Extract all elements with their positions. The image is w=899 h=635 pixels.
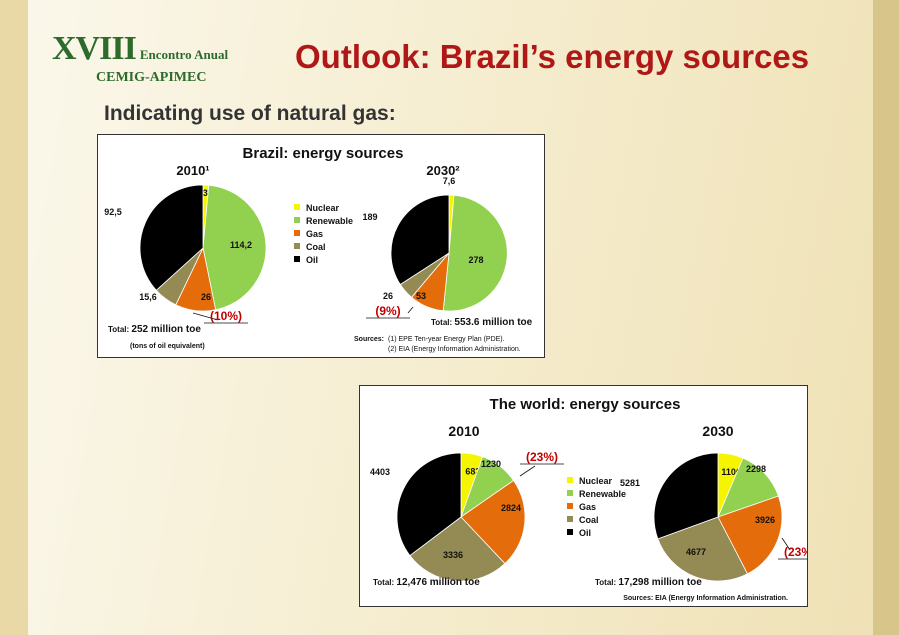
pie-slice-gas bbox=[460, 479, 526, 565]
pie-slice-oil bbox=[653, 452, 719, 540]
data-label-oil: 5281 bbox=[620, 478, 640, 488]
world-sources: Sources: EIA (Energy Information Adminis… bbox=[623, 595, 788, 602]
pie-slice-oil bbox=[390, 194, 450, 286]
total-brazil-2010: Total: 252 million toe bbox=[108, 324, 201, 335]
data-label-oil: 189 bbox=[362, 212, 377, 222]
pie-slice-renewable bbox=[442, 194, 508, 312]
legend-swatch-oil bbox=[567, 529, 573, 535]
total-world-2030: Total: 17,298 million toe bbox=[595, 577, 702, 588]
total-value: 12,476 million toe bbox=[396, 577, 480, 588]
source-2: (2) EIA (Energy Information Administrati… bbox=[388, 346, 521, 353]
legend-brazil: Nuclear Renewable Gas Coal Oil bbox=[294, 203, 353, 265]
data-label-oil: 4403 bbox=[370, 467, 390, 477]
data-label-renewable: 1230 bbox=[481, 459, 501, 469]
logo-org: CEMIG-APIMEC bbox=[96, 70, 207, 85]
data-label-coal: 3336 bbox=[443, 550, 463, 560]
legend-label-gas: Gas bbox=[579, 502, 596, 512]
event-logo: XVIII Encontro Anual CEMIG-APIMEC bbox=[52, 30, 229, 85]
annotation-leader bbox=[407, 306, 414, 314]
pie-slice-coal bbox=[657, 516, 748, 582]
legend-world: Nuclear Renewable Gas Coal Oil bbox=[567, 476, 626, 538]
data-label-nuclear: 1106 bbox=[721, 467, 741, 477]
world-chart-panel: The world: energy sources 683 1230 2824 333… bbox=[359, 385, 808, 607]
total-world-2010: Total: 12,476 million toe bbox=[373, 577, 480, 588]
legend-label-coal: Coal bbox=[306, 242, 326, 252]
total-value: 553.6 million toe bbox=[454, 317, 532, 328]
pie-brazil-2030: 7,6 278 53 26 189 (9%) bbox=[362, 176, 508, 319]
total-value: 17,298 million toe bbox=[618, 577, 702, 588]
legend-swatch-oil bbox=[294, 256, 300, 262]
sources-label: Sources: bbox=[354, 336, 384, 343]
gas-share-annotation: (23%) bbox=[526, 450, 558, 464]
legend-swatch-nuclear bbox=[567, 477, 573, 483]
total-label: Total: bbox=[431, 318, 452, 327]
legend-label-gas: Gas bbox=[306, 229, 323, 239]
total-brazil-2030: Total: 553.6 million toe bbox=[431, 317, 533, 328]
data-label-gas: 3926 bbox=[755, 515, 775, 525]
gas-share-annotation: (9%) bbox=[375, 304, 400, 318]
brazil-chart-svg: Brazil: energy sources 3,7114,22615,692,… bbox=[104, 145, 533, 353]
data-label-nuclear: 7,6 bbox=[443, 176, 456, 186]
legend-swatch-nuclear bbox=[294, 204, 300, 210]
data-label-gas: 2824 bbox=[501, 503, 521, 513]
gas-share-annotation: (10%) bbox=[210, 309, 242, 323]
pie-slice-gas bbox=[717, 495, 783, 575]
logo-roman: XVIII bbox=[52, 30, 137, 67]
gas-share-annotation: (23%) bbox=[784, 545, 807, 559]
data-label-coal: 15,6 bbox=[139, 292, 157, 302]
legend-label-oil: Oil bbox=[579, 528, 591, 538]
data-label-renewable: 278 bbox=[468, 255, 483, 265]
page-title: Outlook: Brazil’s energy sources bbox=[295, 38, 810, 75]
data-label-oil: 92,5 bbox=[104, 207, 122, 217]
pie-title-world-2030: 2030 bbox=[702, 423, 733, 439]
legend-swatch-gas bbox=[294, 230, 300, 236]
legend-swatch-renewable bbox=[294, 217, 300, 223]
pie-slice-oil bbox=[139, 184, 204, 291]
legend-label-oil: Oil bbox=[306, 255, 318, 265]
page-subtitle: Indicating use of natural gas: bbox=[104, 102, 396, 125]
pie-slice-renewable bbox=[202, 184, 267, 311]
legend-label-renewable: Renewable bbox=[306, 216, 353, 226]
data-label-gas: 53 bbox=[416, 291, 426, 301]
legend-swatch-gas bbox=[567, 503, 573, 509]
logo-event: Encontro Anual bbox=[139, 47, 229, 62]
brazil-heading: Brazil: energy sources bbox=[243, 145, 404, 162]
annotation-leader bbox=[192, 312, 219, 321]
data-label-nuclear: 683 bbox=[465, 467, 480, 477]
right-decor-strip bbox=[873, 0, 899, 635]
legend-swatch-renewable bbox=[567, 490, 573, 496]
data-label-renewable: 114,2 bbox=[230, 240, 252, 250]
left-decor-strip bbox=[0, 0, 28, 635]
legend-label-renewable: Renewable bbox=[579, 489, 626, 499]
unit-note: (tons of oil equivalent) bbox=[130, 343, 205, 350]
pie-slice-coal bbox=[409, 516, 506, 582]
annotation-leader bbox=[781, 537, 791, 551]
pie-slice-oil bbox=[396, 452, 462, 557]
legend-swatch-coal bbox=[294, 243, 300, 249]
pie-title-brazil-2010: 2010¹ bbox=[176, 163, 209, 178]
legend-label-nuclear: Nuclear bbox=[306, 203, 340, 213]
world-heading: The world: energy sources bbox=[490, 396, 681, 413]
legend-label-coal: Coal bbox=[579, 515, 599, 525]
data-label-coal: 26 bbox=[383, 291, 393, 301]
pie-title-world-2010: 2010 bbox=[448, 423, 479, 439]
total-label: Total: bbox=[373, 578, 394, 587]
data-label-renewable: 2298 bbox=[746, 464, 766, 474]
data-label-coal: 4677 bbox=[686, 547, 706, 557]
brazil-chart-panel: Brazil: energy sources 3,7114,22615,692,… bbox=[97, 134, 545, 358]
total-label: Total: bbox=[108, 325, 129, 334]
legend-label-nuclear: Nuclear bbox=[579, 476, 613, 486]
total-label: Total: bbox=[595, 578, 616, 587]
total-value: 252 million toe bbox=[131, 324, 201, 335]
source-1: (1) EPE Ten-year Energy Plan (PDE). bbox=[388, 336, 505, 343]
annotation-leader bbox=[519, 465, 536, 477]
legend-swatch-coal bbox=[567, 516, 573, 522]
pie-world-2030: 1106 2298 3926 4677 5281 (23%) bbox=[620, 452, 807, 582]
pie-title-brazil-2030: 2030² bbox=[426, 163, 460, 178]
pie-slice-renewable bbox=[717, 457, 779, 518]
data-label-gas: 26 bbox=[201, 292, 211, 302]
